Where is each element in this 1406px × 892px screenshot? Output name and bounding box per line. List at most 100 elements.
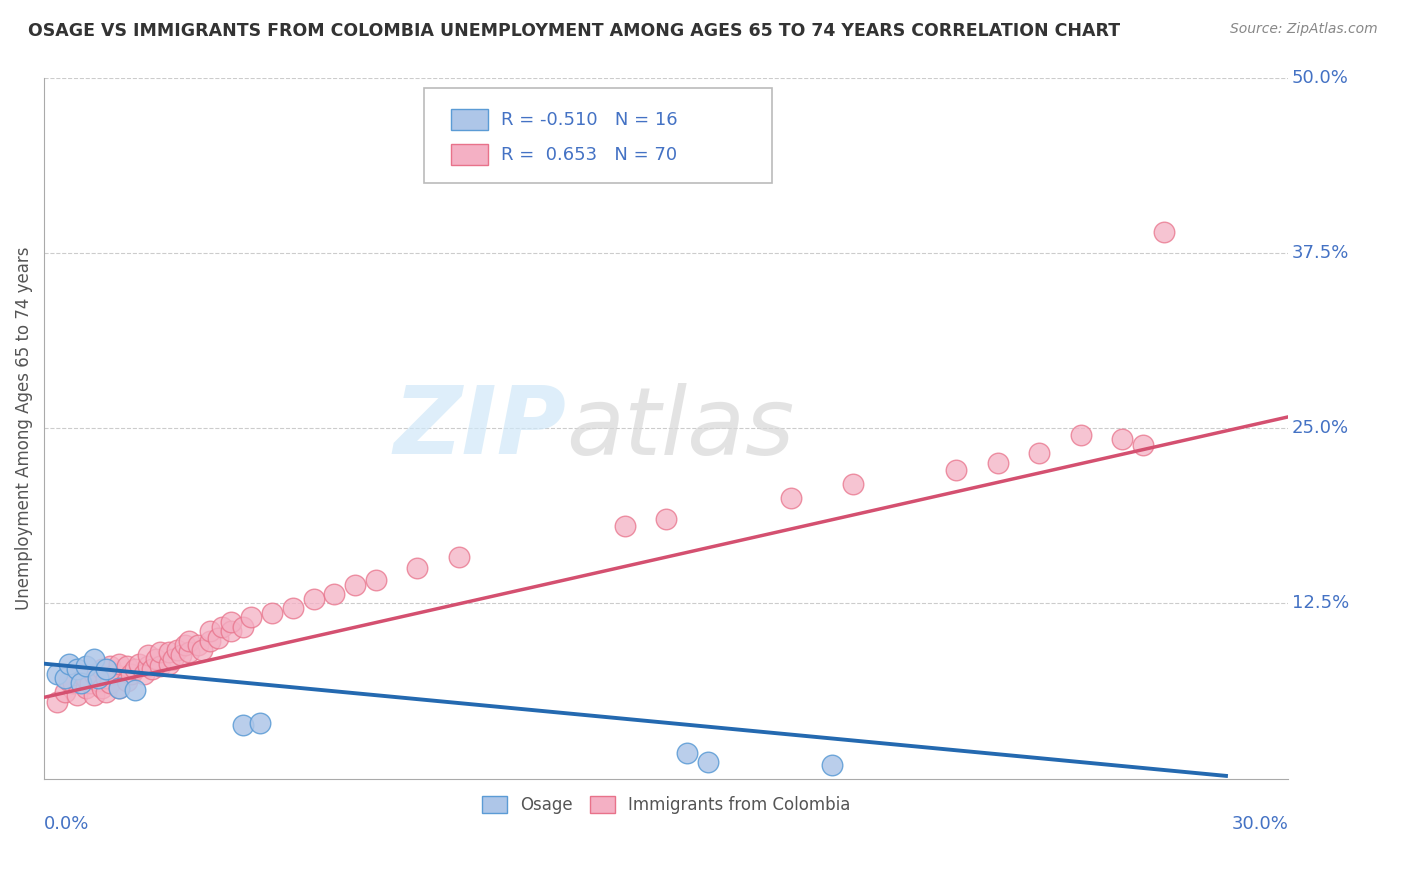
Point [120, 666, 142, 681]
Text: 0.0%: 0.0% [44, 815, 90, 833]
Point [179, 645, 201, 659]
Point [83, 652, 105, 666]
Point [364, 573, 387, 587]
Point [179, 634, 201, 648]
Point [145, 652, 167, 666]
Point [100, 676, 122, 690]
Point [232, 620, 254, 634]
FancyBboxPatch shape [451, 109, 488, 130]
Point [83, 666, 105, 681]
Point [219, 615, 242, 629]
Point [676, 747, 699, 761]
Point [107, 681, 129, 695]
Point [211, 620, 233, 634]
Point [70, 676, 93, 690]
Point [262, 606, 284, 620]
Point [141, 662, 163, 676]
Text: OSAGE VS IMMIGRANTS FROM COLOMBIA UNEMPLOYMENT AMONG AGES 65 TO 74 YEARS CORRELA: OSAGE VS IMMIGRANTS FROM COLOMBIA UNEMPL… [28, 22, 1121, 40]
Point [58, 673, 80, 688]
Point [124, 683, 146, 698]
Point [1070, 428, 1092, 442]
Point [207, 632, 229, 646]
Point [655, 512, 678, 526]
Point [323, 586, 346, 600]
Point [45, 666, 67, 681]
Point [96, 662, 118, 676]
Point [58, 657, 80, 671]
Point [945, 463, 967, 477]
Point [100, 659, 122, 673]
Text: ZIP: ZIP [394, 382, 567, 475]
Point [136, 659, 159, 673]
Point [107, 657, 129, 671]
Point [406, 561, 429, 575]
Point [198, 624, 221, 639]
Text: 50.0%: 50.0% [1292, 69, 1348, 87]
Text: 37.5%: 37.5% [1292, 244, 1350, 262]
Point [779, 491, 801, 506]
Point [696, 755, 718, 769]
Point [128, 657, 150, 671]
Point [53, 671, 76, 685]
Point [240, 610, 263, 624]
Point [174, 639, 197, 653]
Point [45, 694, 67, 708]
Point [83, 688, 105, 702]
FancyBboxPatch shape [451, 145, 488, 165]
Point [187, 639, 209, 653]
Point [132, 666, 155, 681]
Text: R =  0.653   N = 70: R = 0.653 N = 70 [501, 145, 676, 163]
Point [115, 659, 138, 673]
Point [987, 456, 1010, 470]
Point [136, 648, 159, 663]
Point [613, 519, 636, 533]
Text: R = -0.510   N = 16: R = -0.510 N = 16 [501, 111, 678, 128]
Legend: Osage, Immigrants from Colombia: Osage, Immigrants from Colombia [475, 789, 858, 821]
Point [107, 681, 129, 695]
Point [157, 657, 180, 671]
Point [87, 673, 110, 688]
Point [53, 684, 76, 698]
Point [149, 659, 172, 673]
Point [91, 662, 114, 676]
Point [66, 662, 89, 676]
Point [821, 757, 844, 772]
Point [162, 652, 184, 666]
Point [166, 642, 188, 657]
Point [149, 645, 172, 659]
Point [281, 600, 304, 615]
Point [344, 578, 367, 592]
Point [190, 642, 212, 657]
Point [249, 715, 271, 730]
Point [96, 671, 118, 685]
Point [115, 673, 138, 688]
Point [104, 666, 127, 681]
Point [70, 666, 93, 681]
Text: 12.5%: 12.5% [1292, 594, 1350, 613]
Point [62, 676, 84, 690]
Text: 30.0%: 30.0% [1232, 815, 1288, 833]
Point [96, 684, 118, 698]
FancyBboxPatch shape [423, 88, 772, 183]
Point [87, 671, 110, 685]
Point [157, 645, 180, 659]
Point [302, 592, 325, 607]
Point [1028, 446, 1050, 460]
Point [75, 659, 97, 673]
Point [219, 624, 242, 639]
Point [75, 681, 97, 695]
Point [170, 648, 193, 663]
Point [198, 634, 221, 648]
Point [842, 477, 865, 491]
Point [1153, 225, 1175, 239]
Point [1111, 433, 1133, 447]
Point [447, 550, 470, 565]
Text: Source: ZipAtlas.com: Source: ZipAtlas.com [1230, 22, 1378, 37]
Point [66, 688, 89, 702]
Point [91, 681, 114, 695]
Text: 25.0%: 25.0% [1292, 419, 1348, 437]
Point [232, 718, 254, 732]
Y-axis label: Unemployment Among Ages 65 to 74 years: Unemployment Among Ages 65 to 74 years [15, 246, 32, 610]
Text: atlas: atlas [567, 383, 794, 474]
Point [1132, 438, 1154, 452]
